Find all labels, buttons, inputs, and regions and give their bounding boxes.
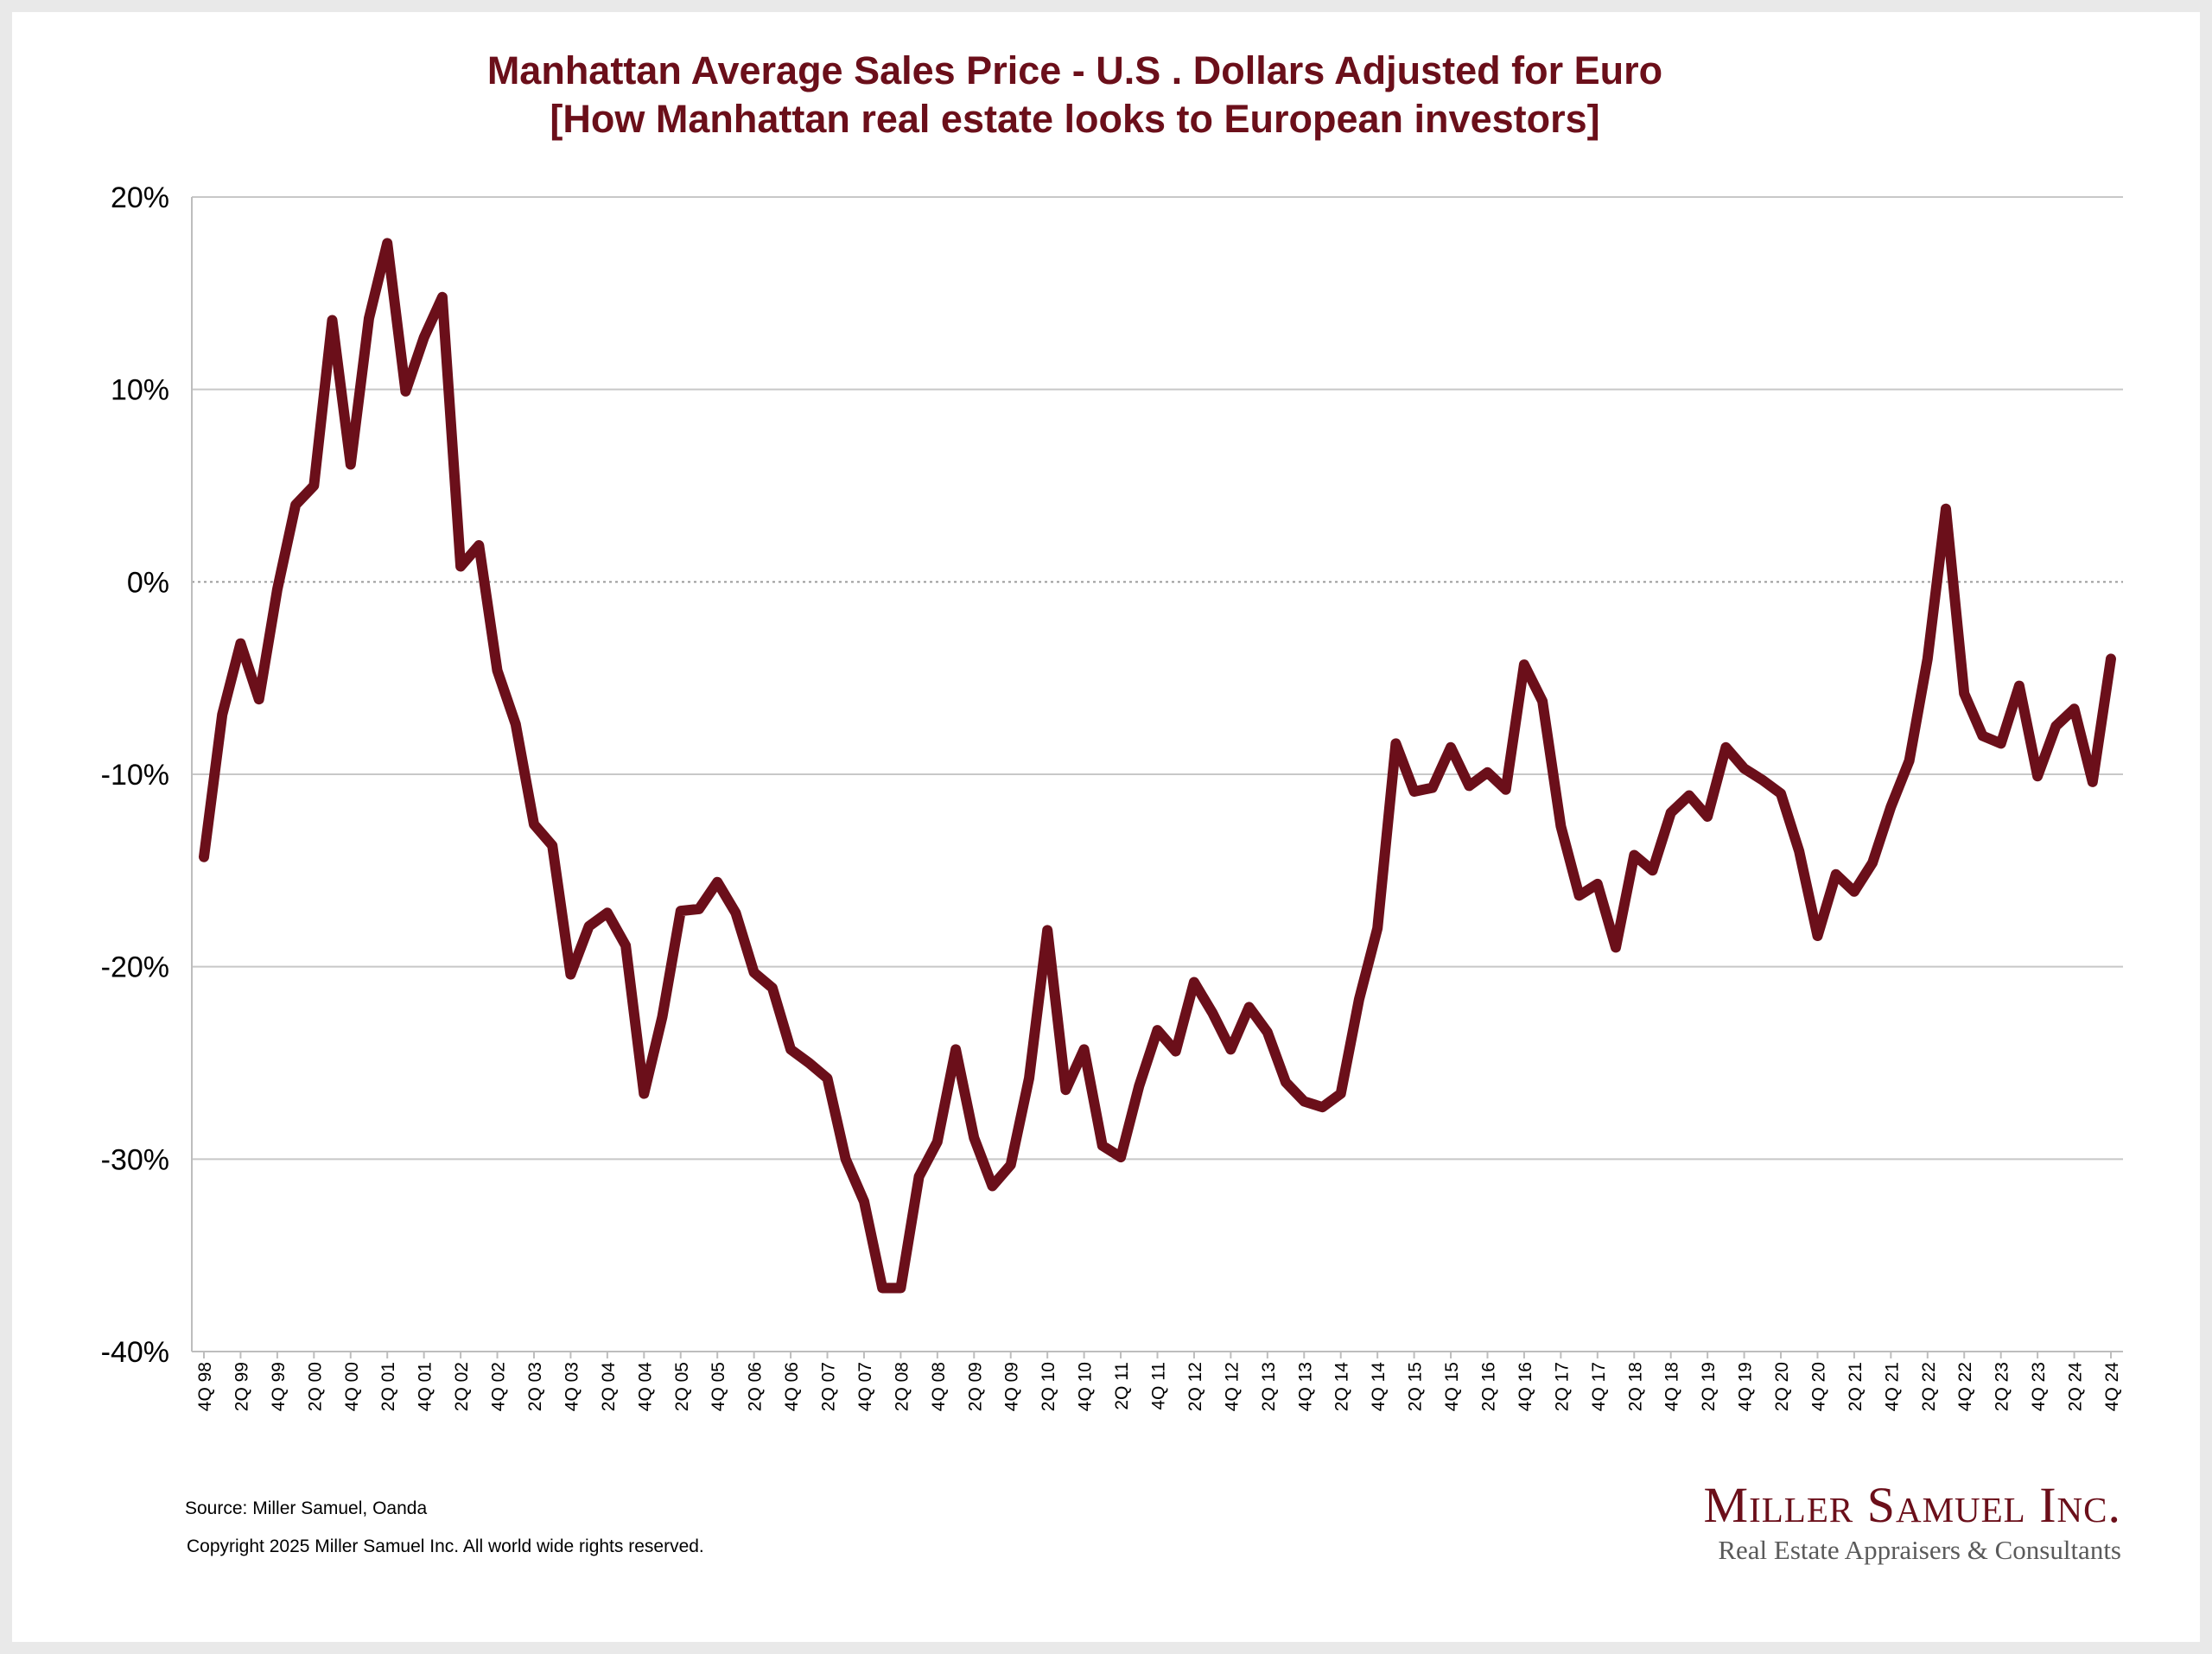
y-tick-label: -10%: [101, 759, 169, 792]
y-tick-label: 0%: [127, 566, 169, 599]
x-tick-label: 4Q 11: [1149, 1362, 1169, 1410]
x-tick-label: 4Q 14: [1369, 1362, 1389, 1412]
x-tick-label: 4Q 98: [195, 1362, 215, 1411]
x-tick-label: 2Q 01: [378, 1362, 398, 1411]
x-tick-label: 2Q 07: [819, 1362, 839, 1411]
x-tick-label: 4Q 21: [1882, 1362, 1902, 1411]
y-tick-label: -30%: [101, 1143, 169, 1176]
x-tick-label: 4Q 10: [1076, 1362, 1096, 1411]
x-tick-label: 2Q 13: [1259, 1362, 1279, 1411]
series: [199, 238, 2116, 1294]
x-tick-label: 4Q 08: [929, 1362, 949, 1411]
grid-lines: [192, 196, 2123, 1352]
x-tick-label: 4Q 23: [2029, 1362, 2049, 1411]
x-tick-labels: 4Q 98 2Q 99 4Q 99 2Q 00 4Q 00 2Q 01 4Q 01 2Q 02…: [195, 1352, 2122, 1411]
x-tick-label: 2Q 05: [672, 1362, 692, 1411]
x-tick-label: 4Q 13: [1295, 1362, 1315, 1411]
x-tick-label: 2Q 08: [892, 1362, 912, 1411]
x-tick-label: 2Q 00: [305, 1362, 325, 1411]
x-tick-label: 4Q 03: [562, 1362, 582, 1411]
x-tick-label: 2Q 06: [746, 1362, 766, 1411]
copyright-note: Copyright 2025 Miller Samuel Inc. All wo…: [187, 1536, 704, 1556]
y-tick-labels: 20% 10% 0% -10% -20% -30% -40%: [101, 181, 169, 1369]
y-tick-label: 20%: [111, 181, 169, 214]
y-tick-label: 10%: [111, 374, 169, 407]
company-logo-tagline: Real Estate Appraisers & Consultants: [1718, 1535, 2121, 1565]
x-tick-label: 4Q 16: [1516, 1362, 1535, 1411]
x-tick-label: 2Q 24: [2066, 1362, 2086, 1412]
x-tick-label: 4Q 07: [855, 1362, 875, 1411]
x-tick-label: 2Q 03: [525, 1362, 545, 1411]
x-tick-label: 4Q 01: [416, 1362, 435, 1411]
x-tick-label: 2Q 02: [452, 1362, 472, 1411]
x-tick-label: 4Q 06: [782, 1362, 802, 1411]
x-tick-label: 2Q 99: [232, 1362, 251, 1411]
x-tick-label: 2Q 12: [1185, 1362, 1205, 1411]
x-tick-label: 2Q 09: [965, 1362, 985, 1411]
x-tick-label: 4Q 02: [489, 1362, 509, 1411]
x-tick-label: 4Q 12: [1222, 1362, 1242, 1411]
y-tick-label: -20%: [101, 951, 169, 984]
chart-title: Manhattan Average Sales Price - U.S . Do…: [0, 47, 2212, 143]
x-tick-label: 4Q 18: [1662, 1362, 1682, 1411]
x-tick-label: 4Q 09: [1002, 1362, 1022, 1411]
x-tick-label: 2Q 23: [1993, 1362, 2012, 1411]
x-tick-label: 2Q 20: [1772, 1362, 1792, 1411]
x-tick-label: 2Q 16: [1478, 1362, 1498, 1411]
source-note: Source: Miller Samuel, Oanda: [185, 1498, 428, 1518]
x-tick-label: 4Q 19: [1736, 1362, 1756, 1411]
x-tick-label: 2Q 10: [1039, 1362, 1058, 1411]
x-tick-label: 2Q 17: [1552, 1362, 1572, 1411]
x-tick-label: 2Q 22: [1919, 1362, 1939, 1411]
x-tick-label: 4Q 20: [1808, 1362, 1828, 1411]
chart-title-line-2: [How Manhattan real estate looks to Euro…: [550, 97, 1600, 141]
x-tick-label: 4Q 99: [269, 1362, 289, 1411]
series-line: [199, 238, 2116, 1294]
x-tick-label: 2Q 21: [1846, 1362, 1866, 1411]
x-tick-label: 2Q 11: [1112, 1362, 1132, 1410]
x-tick-label: 2Q 18: [1625, 1362, 1645, 1411]
x-tick-label: 2Q 04: [599, 1362, 619, 1412]
x-tick-label: 4Q 24: [2102, 1362, 2122, 1412]
x-tick-label: 4Q 15: [1442, 1362, 1462, 1411]
y-tick-label: -40%: [101, 1336, 169, 1369]
x-tick-label: 4Q 17: [1589, 1362, 1609, 1411]
x-tick-label: 2Q 15: [1406, 1362, 1426, 1411]
chart-title-line-1: Manhattan Average Sales Price - U.S . Do…: [486, 48, 1663, 92]
x-tick-label: 4Q 22: [1955, 1362, 1975, 1411]
x-tick-label: 4Q 05: [709, 1362, 728, 1411]
x-tick-label: 4Q 00: [342, 1362, 362, 1411]
x-tick-label: 2Q 14: [1332, 1362, 1352, 1412]
x-tick-label: 2Q 19: [1699, 1362, 1719, 1411]
company-logo-name: Miller Samuel Inc.: [1703, 1477, 2121, 1533]
x-tick-label: 4Q 04: [635, 1362, 655, 1412]
